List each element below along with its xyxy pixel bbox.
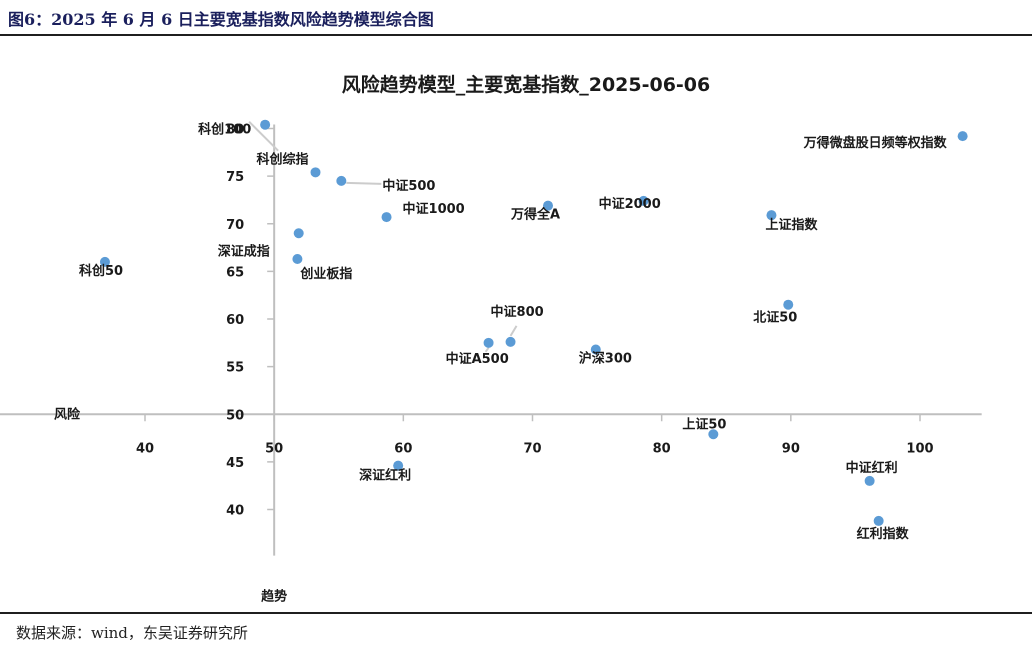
point-label: 中证2000 — [599, 196, 661, 212]
data-point — [873, 515, 884, 526]
risk-trend-scatter-chart: 风险趋势模型_主要宽基指数_2025-06-06 40 50 60 70 80 90 100… — [0, 73, 982, 605]
leader-lines — [248, 120, 518, 353]
point-label: 红利指数 — [857, 526, 910, 542]
x-tick-label: 70 — [523, 441, 541, 456]
x-tick-label: 50 — [265, 441, 283, 456]
data-point — [638, 195, 649, 206]
y-tick-label: 55 — [226, 361, 244, 376]
point-label: 沪深300 — [579, 350, 632, 366]
x-axis-label: 风险 — [54, 406, 81, 422]
chart-title: 风险趋势模型_主要宽基指数_2025-06-06 — [342, 73, 711, 96]
point-label: 科创100 — [198, 122, 251, 138]
data-point — [543, 200, 553, 211]
data-point — [483, 337, 494, 348]
point-label: 万得全A — [510, 207, 560, 223]
data-point — [293, 228, 304, 239]
y-tick-label: 40 — [226, 504, 244, 519]
data-point — [393, 460, 404, 471]
y-tick-label: 75 — [226, 170, 244, 185]
y-tick-label: 50 — [226, 408, 244, 423]
x-tick-label: 40 — [136, 441, 154, 456]
figure-footer-rule — [0, 612, 1032, 614]
point-label: 创业板指 — [299, 266, 352, 282]
axes: 40 50 60 70 80 90 100 40 45 50 55 60 65 70 75 80 风险趋势 — [0, 123, 982, 605]
leader-line — [509, 325, 518, 337]
x-tick-label: 90 — [782, 441, 800, 456]
data-point — [590, 344, 601, 355]
point-label: 深证成指 — [218, 243, 270, 259]
data-point — [381, 212, 392, 223]
leader-line — [346, 181, 382, 185]
point-label: 北证50 — [753, 311, 797, 326]
point-label: 中证500 — [382, 178, 435, 194]
point-label: 上证指数 — [765, 217, 818, 233]
x-tick-label: 60 — [394, 441, 412, 456]
point-label: 上证50 — [682, 417, 726, 432]
point-label: 科创综指 — [257, 151, 309, 167]
x-tick-label: 100 — [906, 441, 933, 456]
y-axis-label: 趋势 — [261, 589, 287, 605]
data-point — [783, 299, 794, 310]
point-label: 深证红利 — [359, 468, 411, 484]
data-point — [957, 131, 968, 142]
data-point — [99, 256, 110, 267]
source-note: 数据来源：wind，东吴证券研究所 — [16, 624, 248, 642]
data-point — [260, 119, 271, 130]
y-tick-label: 45 — [226, 456, 244, 471]
point-label: 中证1000 — [403, 201, 465, 217]
data-point — [708, 429, 719, 440]
data-point — [864, 475, 875, 486]
point-label: 科创50 — [79, 263, 123, 279]
data-point — [505, 336, 516, 347]
y-tick-label: 80 — [226, 123, 244, 138]
y-tick-label: 60 — [226, 313, 244, 328]
x-tick-label: 80 — [653, 441, 671, 456]
data-point — [766, 210, 777, 221]
data-points — [99, 119, 968, 526]
figure-caption: 图6：2025 年 6 月 6 日主要宽基指数风险趋势模型综合图 — [8, 10, 434, 29]
point-label: 万得微盘股日频等权指数 — [803, 135, 948, 151]
data-point — [292, 253, 303, 264]
data-point — [336, 175, 347, 186]
leader-line — [248, 120, 279, 152]
y-tick-label: 70 — [226, 218, 244, 233]
figure-header: 图6：2025 年 6 月 6 日主要宽基指数风险趋势模型综合图 — [0, 0, 1032, 36]
point-label: 中证800 — [491, 304, 544, 320]
point-label: 中证A500 — [446, 351, 509, 367]
y-tick-label: 65 — [226, 265, 244, 280]
leader-line — [484, 347, 490, 353]
point-label: 中证红利 — [846, 460, 898, 476]
data-point — [310, 167, 321, 178]
